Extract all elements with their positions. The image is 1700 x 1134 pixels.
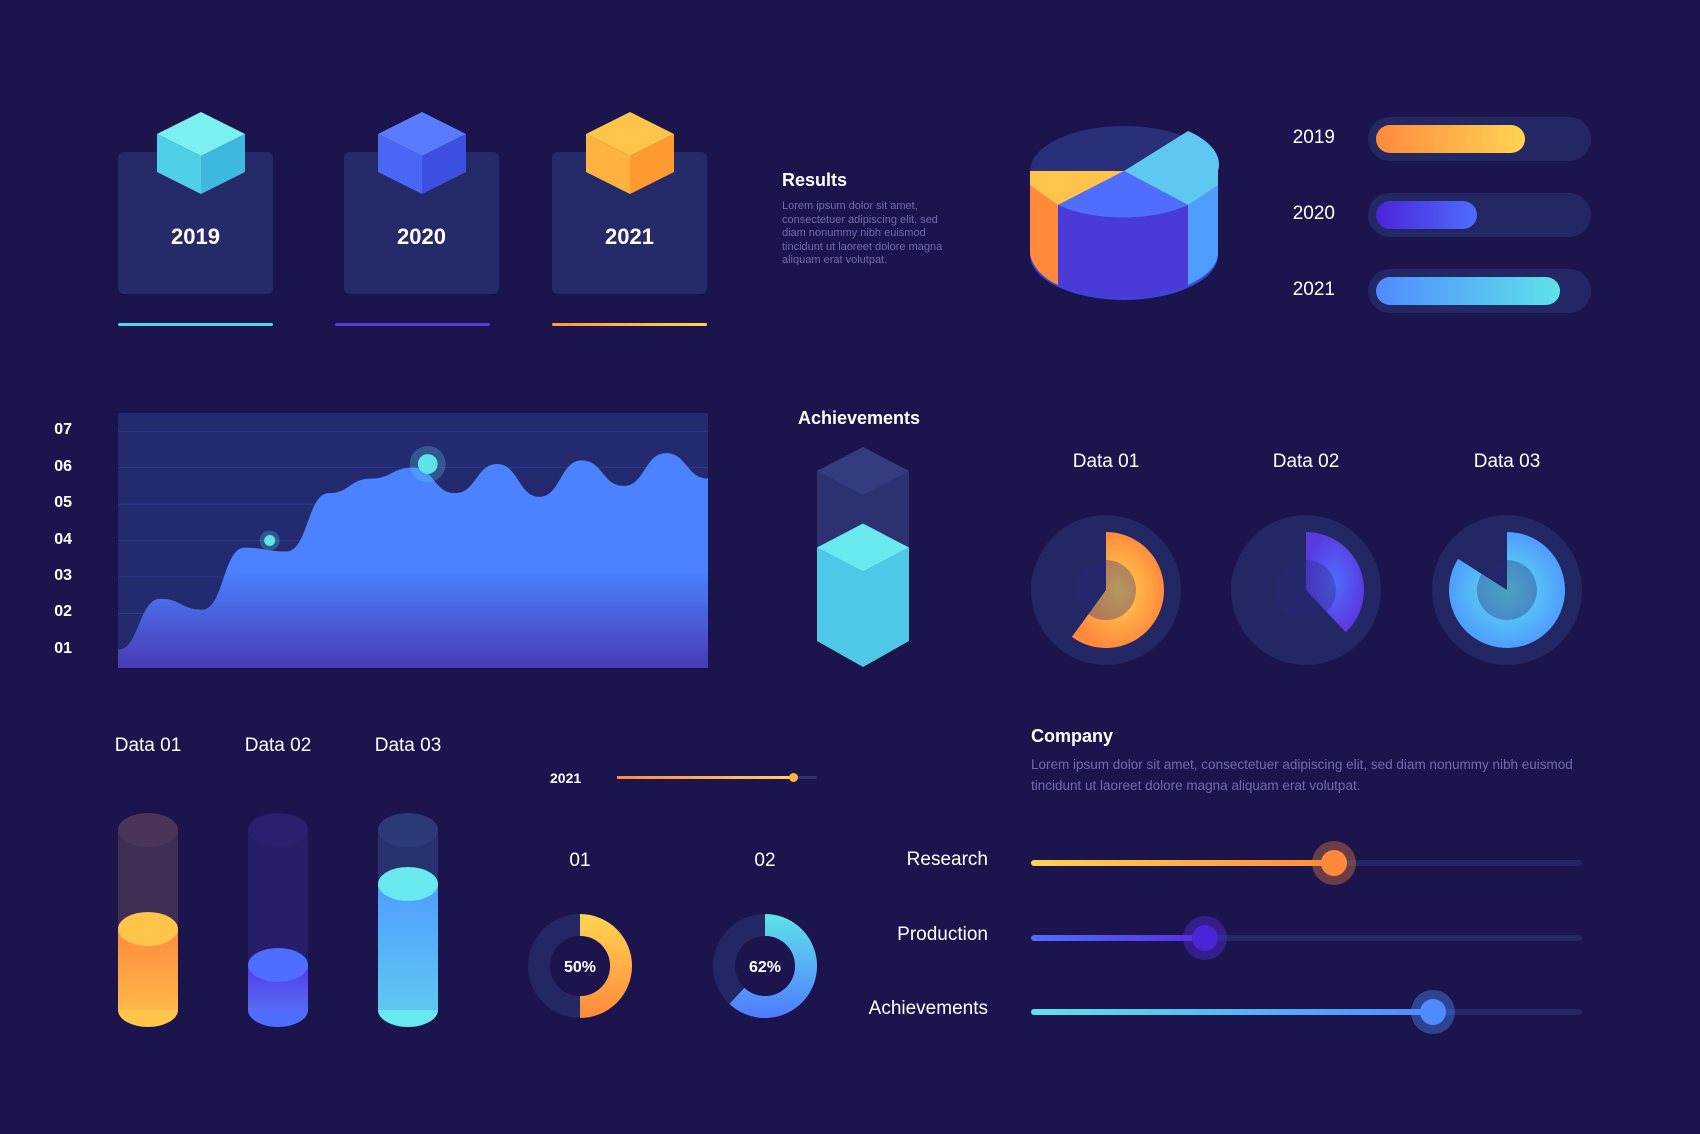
y-tick-label: 06	[54, 457, 72, 475]
timeline-label: 2021	[550, 770, 582, 786]
donut-charts: 50% 62%	[528, 914, 817, 1018]
y-tick-label: 04	[54, 530, 72, 548]
achievements-prism	[817, 447, 909, 667]
radial-core	[1276, 560, 1336, 620]
donut-arc	[729, 914, 817, 1018]
hbar-label: 2021	[1292, 279, 1335, 300]
hbar-fill	[1376, 125, 1525, 153]
y-tick-label: 03	[54, 566, 72, 584]
hbar-track	[1368, 117, 1591, 161]
radial-core	[1076, 560, 1136, 620]
cylinder-label: Data 01	[114, 735, 182, 756]
cylinder-ghost-top	[248, 813, 308, 847]
radial-label: Data 03	[1473, 451, 1541, 472]
hbar-label: 2020	[1292, 203, 1335, 224]
cylinder-top	[248, 948, 308, 982]
cube-icon	[378, 112, 466, 194]
cylinder-label: Data 02	[244, 735, 312, 756]
card-underline	[118, 323, 273, 326]
y-tick-label: 07	[54, 421, 72, 439]
slider-label-research: Research	[906, 849, 988, 870]
slider-knob[interactable]	[1182, 916, 1227, 960]
cylinder-chart	[118, 813, 438, 1027]
results-text: Lorem ipsum dolor sit amet, consectetuer…	[782, 200, 943, 266]
cylinder-label: Data 03	[374, 735, 442, 756]
pie-3d-chart	[1030, 126, 1220, 300]
y-tick-label: 02	[54, 603, 72, 621]
slider-production[interactable]	[1031, 916, 1582, 960]
year-card-label: 2019	[171, 224, 220, 249]
slider-research[interactable]	[1031, 841, 1582, 885]
cube-icon	[157, 112, 245, 194]
results-title: Results	[782, 170, 848, 190]
hbar-track	[1368, 193, 1591, 237]
company-title: Company	[1031, 726, 1114, 746]
year-card-label: 2020	[397, 224, 446, 249]
year-card-2020[interactable]: 2020	[344, 152, 499, 294]
cylinder-top	[118, 912, 178, 946]
donut-label: 01	[569, 850, 591, 871]
hbar-label: 2019	[1292, 127, 1335, 148]
y-tick-label: 05	[54, 494, 72, 512]
radial-core	[1477, 560, 1537, 620]
radial-label: Data 01	[1072, 451, 1140, 472]
pie-slice	[1030, 171, 1124, 205]
radial-slice	[1449, 532, 1565, 648]
slider-achievements[interactable]	[1031, 990, 1582, 1034]
area-series	[118, 453, 708, 668]
radial-label: Data 02	[1272, 451, 1340, 472]
donut-value-label: 62%	[749, 959, 781, 976]
highlight-point	[417, 454, 438, 474]
slider-fill	[1031, 935, 1205, 941]
cylinder-ghost-top	[118, 813, 178, 847]
card-underline	[335, 323, 490, 326]
timeline-knob[interactable]	[789, 773, 798, 782]
donut-hole	[735, 936, 795, 996]
area-chart	[118, 413, 708, 668]
donut-label: 02	[754, 850, 776, 871]
slider-label-production: Production	[897, 924, 988, 945]
cylinder-bar	[378, 884, 438, 1010]
pie-slice	[1058, 171, 1188, 218]
hbar-fill	[1376, 277, 1560, 305]
y-tick-label: 01	[54, 639, 72, 657]
timeline-fill	[617, 776, 793, 779]
slider-knob[interactable]	[1411, 990, 1456, 1034]
slider-label-achievements: Achievements	[868, 998, 988, 1019]
radial-charts	[1031, 515, 1582, 665]
cylinder-ghost-top	[378, 813, 438, 847]
donut-hole	[550, 936, 610, 996]
company-text: Lorem ipsum dolor sit amet, consectetuer…	[1031, 757, 1573, 793]
radial-slice	[1306, 532, 1364, 633]
achievements-title: Achievements	[798, 408, 921, 428]
hbar-fill	[1376, 201, 1477, 229]
pie-slice	[1124, 131, 1220, 205]
timeline-track[interactable]	[617, 773, 817, 782]
slider-fill	[1031, 860, 1335, 866]
cube-icon	[586, 112, 674, 194]
card-underline	[552, 323, 707, 326]
slider-fill	[1031, 1009, 1434, 1015]
donut-value-label: 50%	[564, 959, 596, 976]
donut-arc	[580, 914, 632, 1018]
cylinder-top	[378, 867, 438, 901]
slider-knob[interactable]	[1312, 841, 1357, 885]
hbar-track	[1368, 269, 1591, 313]
year-card-label: 2021	[605, 224, 654, 249]
highlight-point	[264, 535, 276, 546]
radial-slice	[1071, 532, 1164, 648]
